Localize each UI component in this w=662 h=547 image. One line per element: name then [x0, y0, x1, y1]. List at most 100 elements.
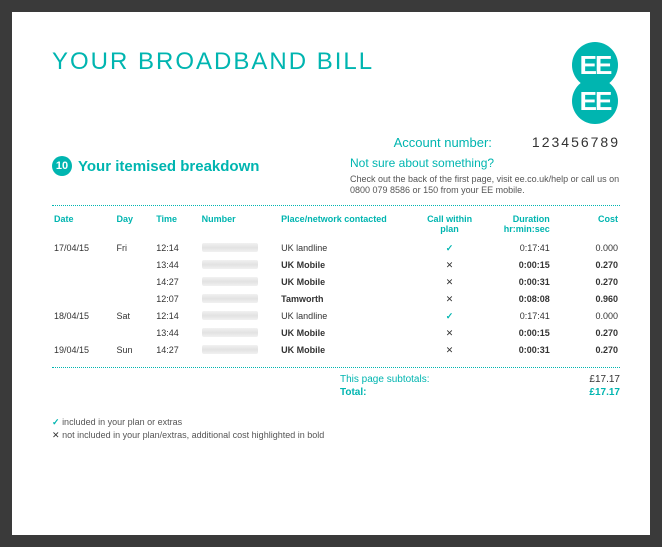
cell-within-plan: ✕ — [415, 274, 483, 291]
subtotal-value: £17.17 — [589, 374, 620, 385]
subtotal-label: This page subtotals: — [340, 374, 589, 385]
cell-date — [52, 291, 114, 308]
cell-day: Sat — [114, 308, 154, 325]
section-badge: 10 Your itemised breakdown — [52, 156, 259, 176]
cell-date: 17/04/15 — [52, 240, 114, 257]
table-row: 17/04/15Fri12:14 UK landline ✓ 0:17:410.000 — [52, 240, 620, 257]
cell-time: 12:14 — [154, 240, 199, 257]
table-row: 13:44UK Mobile✕0:00:150.270 — [52, 257, 620, 274]
cell-number — [200, 308, 280, 325]
cell-day: Sun — [114, 342, 154, 359]
cell-within-plan: ✓ — [415, 308, 483, 325]
cell-cost: 0.270 — [552, 274, 620, 291]
cell-date: 18/04/15 — [52, 308, 114, 325]
cell-number — [200, 325, 280, 342]
col-within-plan: Call within plan — [415, 210, 483, 240]
table-row: 19/04/15Sun14:27UK Mobile✕0:00:310.270 — [52, 342, 620, 359]
cell-time: 13:44 — [154, 257, 199, 274]
col-day: Day — [114, 210, 154, 240]
redacted-number — [202, 311, 258, 320]
cell-duration: 0:17:41 — [484, 240, 552, 257]
table-row: 13:44 UK Mobile ✕ 0:00:150.270 — [52, 325, 620, 342]
col-cost: Cost — [552, 210, 620, 240]
col-number: Number — [200, 210, 280, 240]
cell-duration: 0:00:15 — [484, 257, 552, 274]
cell-within-plan: ✕ — [415, 342, 483, 359]
cross-icon: ✕ — [52, 430, 60, 440]
header: YOUR BROADBAND BILL EE EE — [52, 42, 620, 122]
legend-included: ✓ included in your plan or extras — [52, 416, 620, 429]
cell-day — [114, 274, 154, 291]
bill-page: YOUR BROADBAND BILL EE EE Account number… — [12, 12, 650, 535]
table-row: 12:07 Tamworth ✕ 0:08:080.960 — [52, 291, 620, 308]
cell-place: UK Mobile — [279, 342, 415, 359]
cross-icon: ✕ — [446, 328, 454, 338]
cell-place: UK Mobile — [279, 274, 415, 291]
table-header-row: Date Day Time Number Place/network conta… — [52, 210, 620, 240]
totals-block: This page subtotals: £17.17 Total: £17.1… — [52, 374, 620, 398]
cell-duration: 0:00:31 — [484, 274, 552, 291]
cell-number — [200, 291, 280, 308]
redacted-number — [202, 243, 258, 252]
check-icon: ✓ — [446, 311, 454, 321]
cell-number — [200, 342, 280, 359]
cell-date — [52, 257, 114, 274]
redacted-number — [202, 277, 258, 286]
cross-icon: ✕ — [446, 345, 454, 355]
cell-date — [52, 325, 114, 342]
divider-bottom — [52, 367, 620, 368]
cell-place: UK landline — [279, 308, 415, 325]
col-time: Time — [154, 210, 199, 240]
col-place: Place/network contacted — [279, 210, 415, 240]
cell-time: 14:27 — [154, 342, 199, 359]
divider-top — [52, 205, 620, 206]
page-title: YOUR BROADBAND BILL — [52, 48, 374, 76]
redacted-number — [202, 260, 258, 269]
cell-cost: 0.000 — [552, 240, 620, 257]
help-box: Not sure about something? Check out the … — [350, 156, 620, 197]
table-row: 18/04/15Sat12:14UK landline✓0:17:410.000 — [52, 308, 620, 325]
cross-icon: ✕ — [446, 277, 454, 287]
cell-place: UK Mobile — [279, 325, 415, 342]
itemised-table: Date Day Time Number Place/network conta… — [52, 210, 620, 359]
check-icon: ✓ — [446, 243, 454, 253]
redacted-number — [202, 328, 258, 337]
cell-number — [200, 240, 280, 257]
ee-logo-bottom-icon: EE — [572, 78, 618, 124]
cell-cost: 0.270 — [552, 342, 620, 359]
cell-duration: 0:17:41 — [484, 308, 552, 325]
cell-duration: 0:00:31 — [484, 342, 552, 359]
cell-time: 14:27 — [154, 274, 199, 291]
cell-duration: 0:08:08 — [484, 291, 552, 308]
cell-within-plan: ✕ — [415, 257, 483, 274]
cross-icon: ✕ — [446, 294, 454, 304]
ee-logo: EE EE — [570, 42, 620, 122]
cross-icon: ✕ — [446, 260, 454, 270]
cell-time: 12:07 — [154, 291, 199, 308]
cell-place: Tamworth — [279, 291, 415, 308]
help-title: Not sure about something? — [350, 156, 620, 172]
cell-day: Fri — [114, 240, 154, 257]
total-value: £17.17 — [589, 387, 620, 398]
cell-cost: 0.960 — [552, 291, 620, 308]
cell-day — [114, 325, 154, 342]
legend-not-included: ✕ not included in your plan/extras, addi… — [52, 429, 620, 442]
account-row: Account number: 123456789 — [52, 134, 620, 150]
redacted-number — [202, 345, 258, 354]
cell-place: UK Mobile — [279, 257, 415, 274]
cell-number — [200, 274, 280, 291]
account-number-value: 123456789 — [532, 134, 620, 150]
redacted-number — [202, 294, 258, 303]
help-body: Check out the back of the first page, vi… — [350, 174, 620, 197]
cell-duration: 0:00:15 — [484, 325, 552, 342]
cell-place: UK landline — [279, 240, 415, 257]
cell-day — [114, 291, 154, 308]
cell-time: 13:44 — [154, 325, 199, 342]
cell-within-plan: ✕ — [415, 325, 483, 342]
section-header-row: 10 Your itemised breakdown Not sure abou… — [52, 156, 620, 197]
section-title: Your itemised breakdown — [78, 158, 259, 175]
legend: ✓ included in your plan or extras ✕ not … — [52, 416, 620, 441]
table-row: 14:27 UK Mobile ✕ 0:00:310.270 — [52, 274, 620, 291]
account-number-label: Account number: — [394, 135, 492, 150]
cell-cost: 0.270 — [552, 325, 620, 342]
